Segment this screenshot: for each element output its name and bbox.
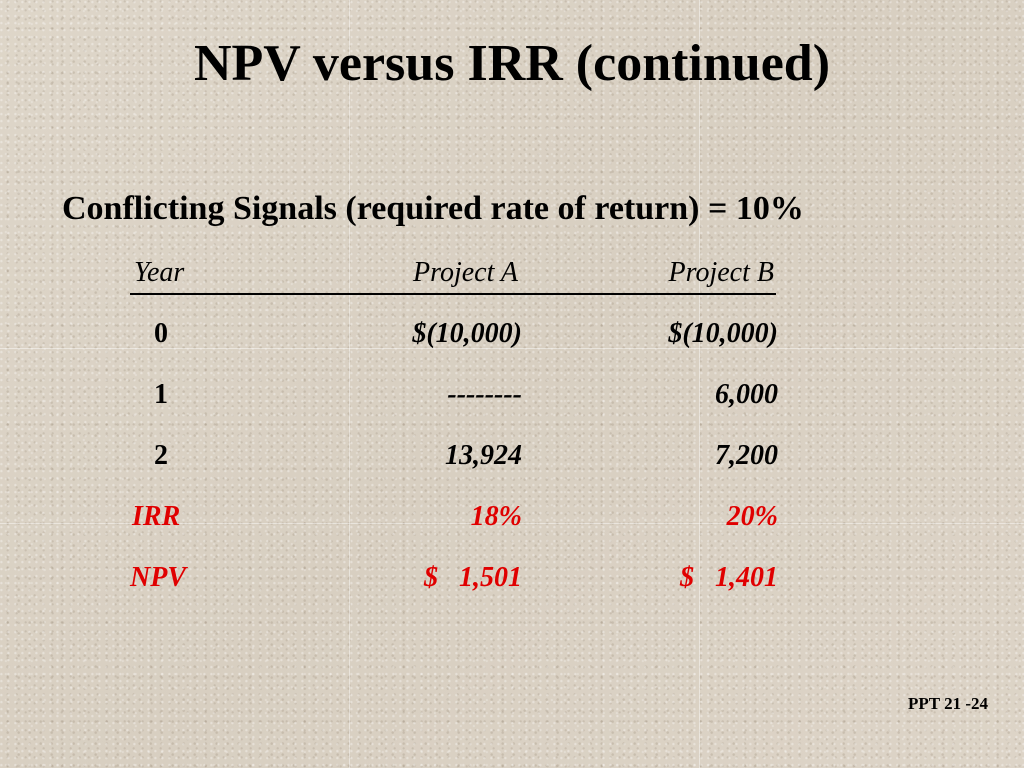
cell-project-b: $(10,000) (668, 318, 778, 349)
irr-project-b: 20% (726, 501, 778, 532)
irr-project-a: 18% (470, 501, 522, 532)
npv-project-b: $ 1,401 (680, 562, 778, 593)
npv-label: NPV (130, 562, 186, 593)
background-tile-line (0, 523, 1024, 524)
cell-project-a: -------- (447, 379, 522, 410)
table-row: 0 $(10,000) $(10,000) (130, 318, 780, 379)
cash-flow-table: Year Project A Project B 0 $(10,000) $(1… (130, 255, 780, 623)
header-project-a: Project A (413, 257, 518, 288)
irr-row: IRR 18% 20% (130, 501, 780, 562)
cell-project-b: 7,200 (715, 440, 778, 471)
cell-year: 2 (154, 440, 168, 471)
table-row: 2 13,924 7,200 (130, 440, 780, 501)
npv-row: NPV $ 1,501 $ 1,401 (130, 562, 780, 623)
irr-label: IRR (132, 501, 181, 532)
slide-number: PPT 21 -24 (908, 694, 988, 713)
header-project-b: Project B (668, 257, 774, 288)
cell-project-a: $(10,000) (412, 318, 522, 349)
cell-year: 0 (154, 318, 168, 349)
table-body: 0 $(10,000) $(10,000) 1 -------- 6,000 2… (130, 295, 780, 623)
background-tile-line (0, 348, 1024, 349)
table-header-row: Year Project A Project B (130, 255, 776, 295)
background-tile-line (349, 0, 350, 768)
cell-project-b: 6,000 (715, 379, 778, 410)
background-tile-line (699, 0, 700, 768)
slide-subtitle: Conflicting Signals (required rate of re… (62, 190, 804, 227)
header-year: Year (134, 257, 185, 288)
cell-project-a: 13,924 (445, 440, 522, 471)
table-row: 1 -------- 6,000 (130, 379, 780, 440)
npv-project-a: $ 1,501 (424, 562, 522, 593)
cell-year: 1 (154, 379, 168, 410)
slide-title: NPV versus IRR (continued) (193, 35, 831, 92)
